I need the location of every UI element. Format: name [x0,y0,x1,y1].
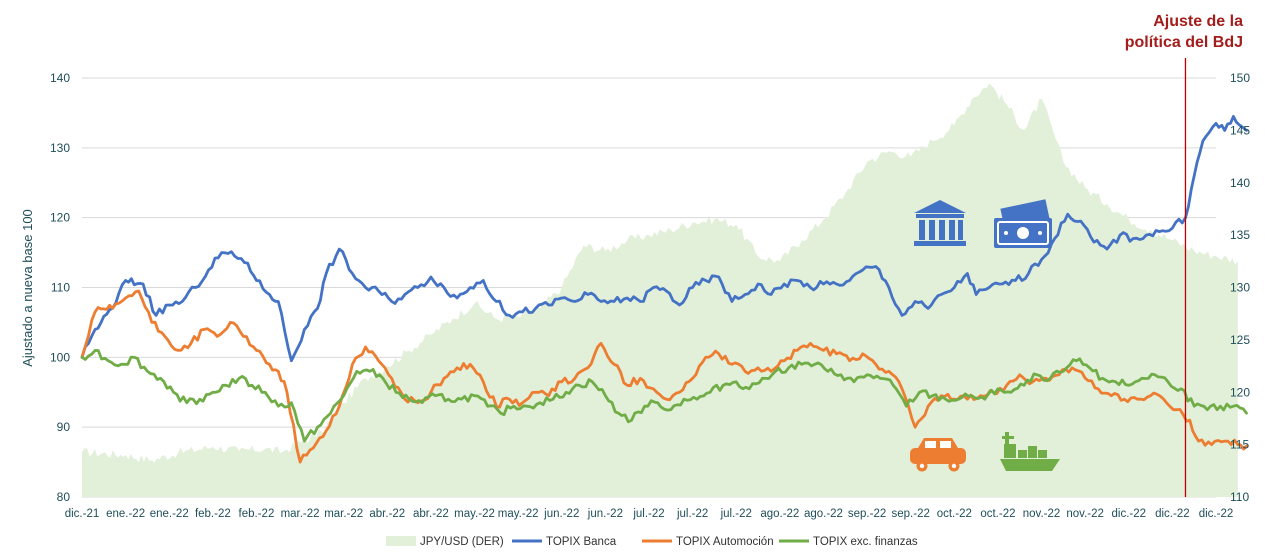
series-line-1 [80,115,1248,363]
x-tick-label: feb.-22 [195,508,231,520]
x-tick-label: nov.-22 [1023,508,1061,520]
y-tick-label: 110 [51,281,70,295]
y-tick-label: 140 [50,71,70,85]
y-tick-label: 120 [50,211,70,225]
x-tick-label: oct.-22 [980,508,1015,520]
x-tick-label: abr.-22 [413,508,449,520]
y2-tick-label: 150 [1230,71,1250,85]
annotation-line-1: Ajuste de la [1153,13,1243,30]
x-tick-label: ene.-22 [106,508,145,520]
x-tick-label: mar.-22 [324,508,363,520]
x-tick-label: nov.-22 [1066,508,1104,520]
x-tick-label: jul.-22 [676,508,708,520]
y-tick-label: 80 [57,490,71,504]
x-tick-label: jul.-22 [632,508,664,520]
x-tick-label: jun.-22 [543,508,579,520]
series-lines [80,115,1248,464]
y-tick-label: 90 [57,420,71,434]
cash-icon [994,199,1052,248]
x-tick-label: feb.-22 [239,508,275,520]
x-tick-label: dic.-22 [1112,508,1147,520]
x-tick-label: jun.-22 [587,508,623,520]
y-axis-left: 80 90 100 110 120 130 140 [50,71,70,504]
y-tick-label: 100 [50,350,70,364]
legend-swatch [386,536,416,546]
y2-tick-label: 145 [1230,123,1250,137]
x-tick-label: ago.-22 [760,508,799,520]
x-tick-label: may.-22 [454,508,495,520]
x-tick-label: sep.-22 [848,508,886,520]
legend-label: TOPIX Automoción [676,536,774,548]
y-tick-label: 130 [50,141,70,155]
car-icon [910,438,966,472]
y-axis-label: Ajustado a nueva base 100 [20,209,35,367]
bank-icon [914,200,966,246]
x-tick-label: ene.-22 [150,508,189,520]
legend: JPY/USD (DER) TOPIX Banca TOPIX Automoción… [386,536,918,548]
y2-tick-label: 120 [1230,385,1250,399]
y2-tick-label: 110 [1230,490,1249,504]
y2-tick-label: 115 [1230,438,1249,452]
y2-tick-label: 140 [1230,176,1250,190]
legend-label: TOPIX Banca [546,536,617,548]
x-tick-label: mar.-22 [281,508,320,520]
x-tick-label: oct.-22 [937,508,972,520]
y2-tick-label: 135 [1230,228,1250,242]
x-tick-label: jul.-22 [720,508,752,520]
x-tick-label: ago.-22 [804,508,843,520]
ship-icon [1000,432,1060,471]
x-tick-label: dic.-22 [1155,508,1190,520]
y-axis-right: 110 115 120 125 130 135 140 145 150 [1230,71,1250,504]
legend-label: TOPIX exc. finanzas [813,536,918,548]
x-tick-label: abr.-22 [369,508,405,520]
x-tick-label: dic.-22 [1199,508,1234,520]
y2-tick-label: 130 [1230,281,1250,295]
x-axis: dic.-21 ene.-22 ene.-22 feb.-22 feb.-22 mar.-… [65,508,1234,520]
series-line-2 [80,289,1248,464]
x-tick-label: may.-22 [498,508,539,520]
legend-label: JPY/USD (DER) [420,536,504,548]
x-tick-label: dic.-21 [65,508,100,520]
series-line-3 [80,349,1248,443]
y2-tick-label: 125 [1230,333,1250,347]
x-tick-label: sep.-22 [892,508,930,520]
annotation-line-2: política del BdJ [1125,34,1243,51]
